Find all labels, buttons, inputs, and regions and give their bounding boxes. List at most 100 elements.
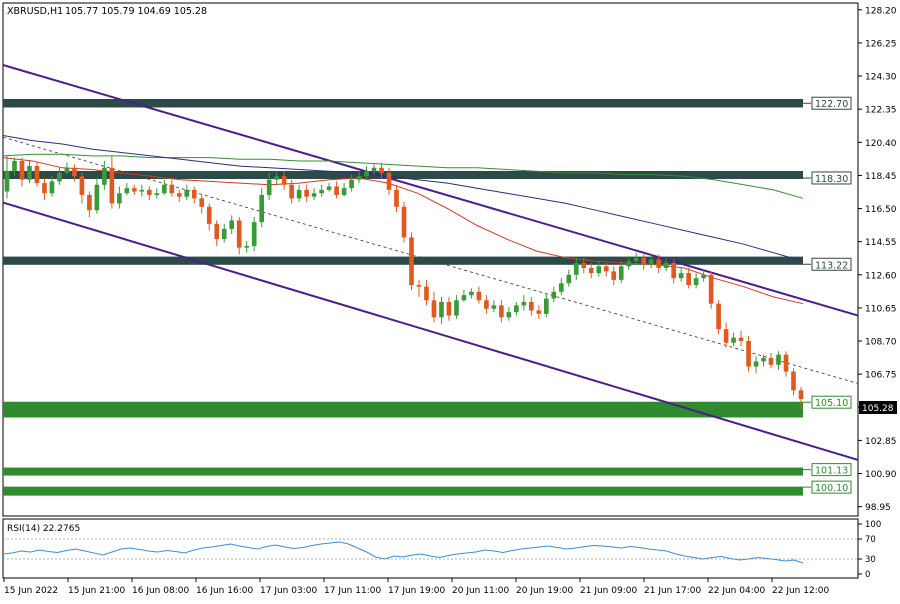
- candle: [596, 261, 602, 277]
- price-tick-label: 122.35: [865, 106, 897, 116]
- rsi-line: [2, 541, 804, 564]
- candle-body: [701, 274, 706, 279]
- candle: [671, 259, 676, 284]
- candle: [266, 172, 272, 201]
- candle-body: [87, 194, 92, 211]
- candle-body: [214, 223, 220, 240]
- candle-body: [499, 305, 504, 318]
- price-tick-label: 124.30: [865, 73, 897, 83]
- candle-body: [12, 160, 17, 172]
- time-tick-label: 22 Jun 04:00: [708, 586, 765, 596]
- candle: [454, 295, 459, 319]
- candle: [708, 271, 714, 309]
- candle: [236, 217, 242, 255]
- candle: [109, 155, 115, 209]
- candle-body: [603, 266, 609, 272]
- ma-fast-line: [2, 157, 804, 305]
- candle: [753, 356, 759, 374]
- candlesticks: [4, 155, 804, 410]
- candle-body: [716, 303, 721, 330]
- rsi-tick-label: 30: [865, 555, 876, 565]
- candle: [461, 290, 467, 302]
- candle-body: [349, 179, 354, 189]
- candle: [117, 186, 122, 209]
- candle: [731, 332, 736, 347]
- candle-body: [281, 176, 287, 185]
- candle: [618, 261, 624, 284]
- rsi-tick-label: 70: [865, 535, 876, 545]
- time-tick-label: 15 Jun 21:00: [68, 586, 125, 596]
- candle-body: [296, 189, 302, 199]
- level-label-box: [811, 257, 852, 271]
- candle-body: [304, 189, 309, 197]
- candle: [633, 252, 639, 265]
- candle-body: [27, 166, 32, 180]
- candle: [551, 286, 557, 302]
- candle: [311, 188, 317, 201]
- candle-body: [146, 189, 152, 195]
- candle: [506, 307, 512, 321]
- candle-body: [431, 300, 437, 318]
- rsi-label: RSI(14) 22.2765: [7, 524, 80, 534]
- candle-body: [311, 193, 317, 197]
- candle-body: [461, 295, 467, 301]
- candle: [206, 203, 212, 231]
- candle-body: [761, 358, 766, 362]
- candle-body: [57, 172, 62, 182]
- candle: [401, 201, 407, 243]
- time-tick-label: 17 Jun 19:00: [388, 586, 445, 596]
- candle: [251, 217, 257, 252]
- candle: [87, 191, 92, 218]
- candle: [57, 167, 62, 185]
- candle-body: [176, 193, 182, 197]
- price-tick-label: 106.75: [865, 371, 897, 381]
- candle: [4, 155, 10, 199]
- level-zone-101.13: [3, 467, 803, 476]
- candle: [64, 162, 70, 175]
- candle: [409, 232, 414, 291]
- level-label-box: [811, 96, 852, 110]
- candle: [723, 322, 729, 348]
- candle: [588, 262, 594, 279]
- rsi-indicator: 100 70 30 0: [2, 520, 881, 580]
- candle-body: [738, 337, 744, 342]
- candle: [581, 257, 587, 274]
- candle-body: [783, 354, 789, 372]
- level-zone-100.10: [3, 487, 803, 496]
- rsi-tick-label: 0: [865, 570, 870, 580]
- candle-body: [551, 291, 557, 299]
- candle-body: [791, 371, 796, 391]
- time-tick-label: 22 Jun 12:00: [772, 586, 829, 596]
- level-label-101.13: 101.13: [815, 466, 848, 477]
- candle-body: [124, 188, 130, 194]
- candle-body: [49, 181, 55, 194]
- candle: [139, 184, 145, 197]
- candle: [768, 352, 774, 369]
- candle-body: [4, 171, 10, 192]
- candle-body: [678, 273, 684, 279]
- candle: [176, 189, 182, 202]
- current-price-label: 105.28: [862, 404, 894, 414]
- candle-body: [199, 198, 205, 207]
- candle: [701, 269, 706, 282]
- candle: [543, 293, 549, 318]
- rsi-tick-label: 100: [865, 520, 881, 530]
- moving-averages: [2, 135, 804, 305]
- level-label-box: [811, 395, 852, 409]
- level-label-118.30: 118.30: [815, 174, 848, 185]
- candle-body: [484, 300, 489, 309]
- candle: [229, 215, 235, 235]
- candle: [79, 172, 85, 204]
- candle: [656, 254, 662, 274]
- candle: [364, 166, 369, 180]
- candle: [499, 300, 504, 323]
- candle: [776, 351, 781, 370]
- candle: [693, 273, 699, 289]
- time-axis: 15 Jun 2022 15 Jun 21:00 16 Jun 08:00 16 Ju…: [3, 578, 829, 596]
- candle: [259, 188, 265, 228]
- candle: [678, 267, 684, 282]
- candle: [536, 305, 542, 319]
- candle-body: [476, 291, 482, 301]
- candle-body: [259, 194, 265, 223]
